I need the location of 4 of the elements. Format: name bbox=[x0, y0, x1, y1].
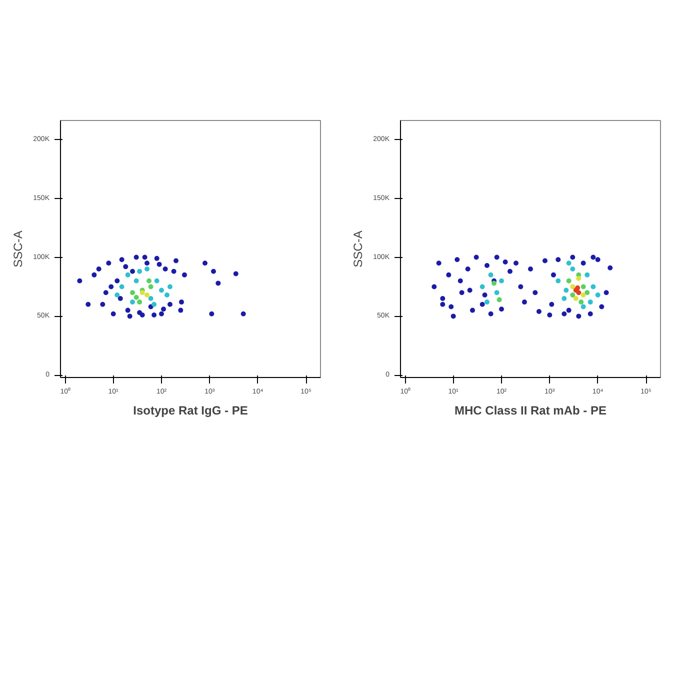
x-axis-title: MHC Class II Rat mAb - PE bbox=[454, 404, 607, 418]
x-axis-title: Isotype Rat IgG - PE bbox=[133, 404, 248, 418]
y-axis-title: SSC-A bbox=[351, 230, 366, 268]
y-axis-title: SSC-A bbox=[11, 230, 26, 268]
